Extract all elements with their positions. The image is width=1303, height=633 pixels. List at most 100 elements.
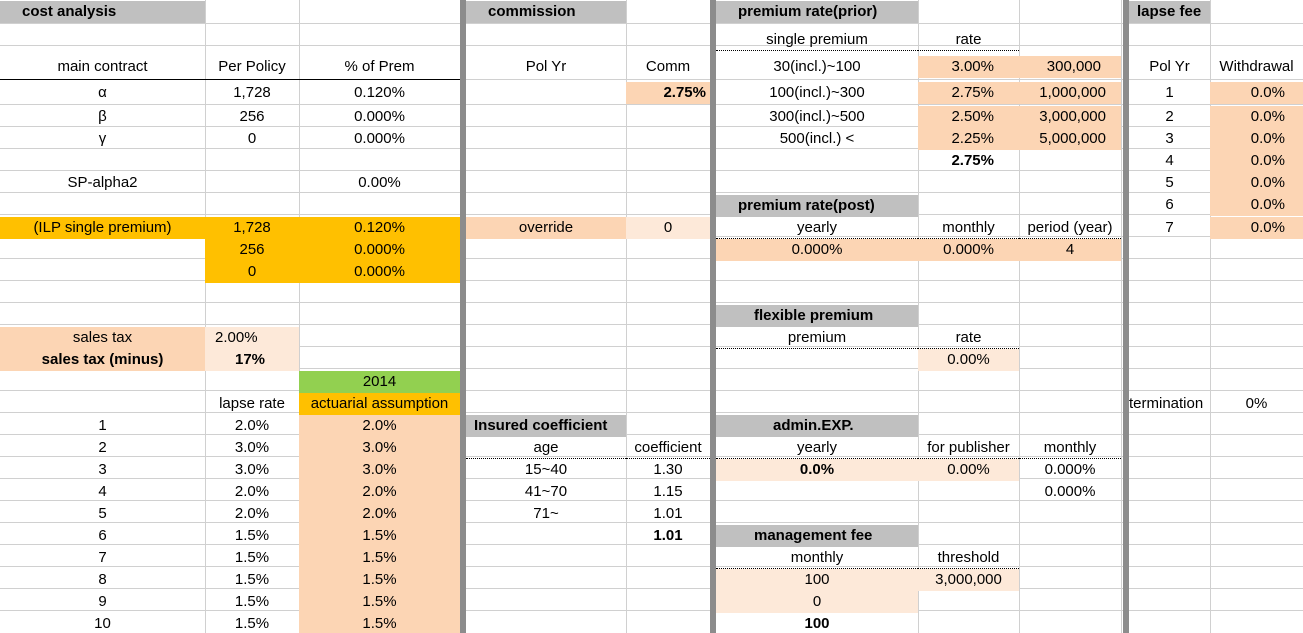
cost-analysis-header[interactable]: cost analysis	[0, 1, 205, 23]
per-policy-label[interactable]: Per Policy	[218, 58, 286, 75]
lapse-yr-5[interactable]: 5	[1165, 174, 1174, 191]
post-period-label[interactable]: period (year)	[1019, 217, 1121, 239]
actuarial-assumption-value[interactable]: 3.0%	[299, 459, 460, 481]
sp-range-1[interactable]: 30(incl.)~100	[773, 58, 861, 75]
withdrawal-6[interactable]: 0.0%	[1210, 194, 1303, 216]
coefficient-2[interactable]: 1.15	[653, 483, 683, 500]
comm-label[interactable]: Comm	[645, 58, 691, 75]
actuarial-assumption-value[interactable]: 1.5%	[299, 591, 460, 613]
coefficient-result[interactable]: 1.01	[653, 527, 683, 544]
single-premium-label[interactable]: single premium	[716, 29, 918, 51]
mgmt-threshold-label[interactable]: threshold	[918, 547, 1019, 569]
lapse-yr-6[interactable]: 6	[1165, 196, 1174, 213]
insured-coefficient-header[interactable]: Insured coefficient	[466, 415, 626, 437]
lapse-rate-value[interactable]: 1.5%	[234, 593, 270, 610]
flexible-premium-header[interactable]: flexible premium	[716, 305, 918, 327]
withdrawal-label[interactable]: Withdrawal	[1219, 58, 1294, 75]
sp-amount-4[interactable]: 5,000,000	[1019, 128, 1121, 150]
lapse-year[interactable]: 7	[98, 549, 107, 566]
alpha-pct-prem[interactable]: 0.120%	[354, 84, 405, 101]
sp-range-3[interactable]: 300(incl.)~500	[769, 108, 865, 125]
post-yearly-label[interactable]: yearly	[716, 217, 918, 239]
lapse-year[interactable]: 4	[98, 483, 107, 500]
lapse-rate-value[interactable]: 1.5%	[234, 615, 270, 632]
ilp-alpha-pct[interactable]: 0.120%	[299, 217, 460, 239]
actuarial-assumption-value[interactable]: 3.0%	[299, 437, 460, 459]
ilp-single-premium-label[interactable]: (ILP single premium)	[0, 217, 205, 239]
sp-alpha2-label[interactable]: SP-alpha2	[67, 174, 138, 191]
actuarial-assumption-value[interactable]: 2.0%	[299, 415, 460, 437]
premium-rate-post-header[interactable]: premium rate(post)	[716, 195, 918, 217]
ilp-gamma-pct[interactable]: 0.000%	[299, 261, 460, 283]
lapse-yr-7[interactable]: 7	[1165, 219, 1174, 236]
lapse-yr-2[interactable]: 2	[1165, 108, 1174, 125]
sp-amount-1[interactable]: 300,000	[1019, 56, 1121, 78]
termination-label[interactable]: termination	[1129, 395, 1204, 412]
sp-rate-1[interactable]: 3.00%	[918, 56, 1019, 78]
sp-rate-4[interactable]: 2.25%	[918, 128, 1019, 150]
mgmt-threshold-value[interactable]: 3,000,000	[918, 569, 1019, 591]
admin-yearly-value[interactable]: 0.0%	[716, 459, 918, 481]
main-contract-label[interactable]: main contract	[57, 58, 148, 75]
beta-pct-prem[interactable]: 0.000%	[354, 108, 405, 125]
gamma-label[interactable]: γ	[98, 130, 107, 147]
mgmt-monthly-total[interactable]: 100	[804, 615, 830, 632]
lapse-rate-value[interactable]: 3.0%	[234, 439, 270, 456]
lapse-rate-value[interactable]: 1.5%	[234, 527, 270, 544]
admin-monthly-value-2[interactable]: 0.000%	[1044, 483, 1096, 500]
lapse-rate-value[interactable]: 2.0%	[234, 483, 270, 500]
lapse-year[interactable]: 1	[98, 417, 107, 434]
actuarial-assumption-label[interactable]: actuarial assumption	[299, 393, 460, 415]
coefficient-label[interactable]: coefficient	[626, 437, 710, 459]
override-label[interactable]: override	[466, 217, 626, 239]
flex-premium-label[interactable]: premium	[716, 327, 918, 349]
beta-per-policy[interactable]: 256	[239, 108, 265, 125]
alpha-label[interactable]: α	[98, 84, 107, 101]
actuarial-assumption-value[interactable]: 1.5%	[299, 547, 460, 569]
withdrawal-7[interactable]: 0.0%	[1210, 217, 1303, 239]
admin-monthly-value-1[interactable]: 0.000%	[1044, 461, 1096, 478]
sales-tax-minus-label[interactable]: sales tax (minus)	[0, 349, 205, 371]
sp-rate-3[interactable]: 2.50%	[918, 106, 1019, 128]
lapse-year[interactable]: 5	[98, 505, 107, 522]
withdrawal-2[interactable]: 0.0%	[1210, 106, 1303, 128]
termination-value[interactable]: 0%	[1245, 395, 1268, 412]
commission-header[interactable]: commission	[466, 1, 626, 23]
coefficient-1[interactable]: 1.30	[653, 461, 683, 478]
admin-yearly-label[interactable]: yearly	[716, 437, 918, 459]
flex-rate-value[interactable]: 0.00%	[918, 349, 1019, 371]
sp-amount-3[interactable]: 3,000,000	[1019, 106, 1121, 128]
mgmt-monthly-label[interactable]: monthly	[716, 547, 918, 569]
ilp-beta-per-policy[interactable]: 256	[205, 239, 299, 261]
sp-rate-2[interactable]: 2.75%	[918, 82, 1019, 104]
admin-publisher-label[interactable]: for publisher	[918, 437, 1019, 459]
withdrawal-4[interactable]: 0.0%	[1210, 150, 1303, 172]
management-fee-header[interactable]: management fee	[716, 525, 918, 547]
actuarial-assumption-value[interactable]: 2.0%	[299, 503, 460, 525]
withdrawal-3[interactable]: 0.0%	[1210, 128, 1303, 150]
ilp-gamma-per-policy[interactable]: 0	[205, 261, 299, 283]
lapse-yr-1[interactable]: 1	[1165, 84, 1174, 101]
sp-alpha2-value[interactable]: 0.00%	[358, 174, 401, 191]
coefficient-3[interactable]: 1.01	[653, 505, 683, 522]
lapse-year[interactable]: 9	[98, 593, 107, 610]
actuarial-assumption-value[interactable]: 1.5%	[299, 613, 460, 633]
comm-rate[interactable]: 2.75%	[626, 82, 710, 104]
lapse-rate-value[interactable]: 2.0%	[234, 505, 270, 522]
lapse-rate-value[interactable]: 3.0%	[234, 461, 270, 478]
age-label[interactable]: age	[466, 437, 626, 459]
lapse-rate-label[interactable]: lapse rate	[219, 395, 285, 412]
age-range-2[interactable]: 41~70	[524, 483, 568, 500]
mgmt-monthly-value-1[interactable]: 100	[716, 569, 918, 591]
admin-monthly-label[interactable]: monthly	[1019, 437, 1121, 459]
lapse-rate-value[interactable]: 2.0%	[234, 417, 270, 434]
gamma-pct-prem[interactable]: 0.000%	[354, 130, 405, 147]
lapse-year[interactable]: 6	[98, 527, 107, 544]
sp-rate-result[interactable]: 2.75%	[951, 152, 994, 169]
age-range-1[interactable]: 15~40	[524, 461, 568, 478]
pol-yr-label[interactable]: Pol Yr	[525, 58, 567, 75]
sales-tax-value[interactable]: 2.00%	[205, 327, 299, 349]
sp-range-2[interactable]: 100(incl.)~300	[769, 84, 865, 101]
lapse-year[interactable]: 10	[94, 615, 111, 632]
post-monthly-value[interactable]: 0.000%	[918, 239, 1019, 261]
